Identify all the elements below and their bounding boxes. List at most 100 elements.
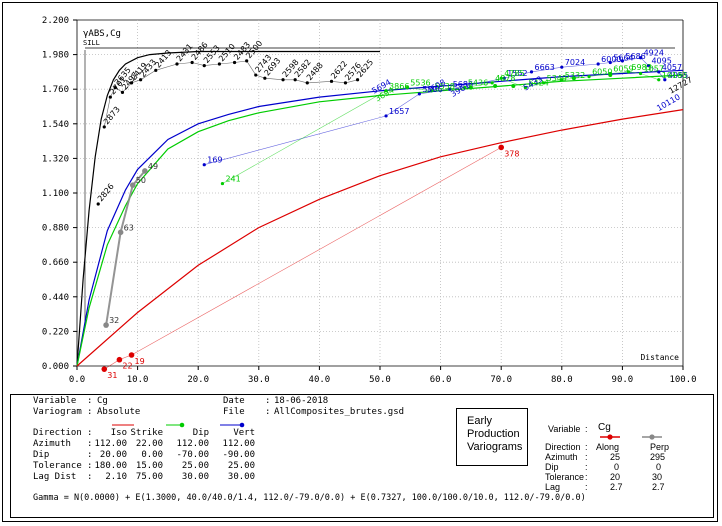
experimental-point (190, 60, 194, 65)
legend-cell: Along (596, 442, 620, 452)
experimental-point (103, 322, 109, 328)
experimental-point (587, 75, 591, 79)
title-line: Production (467, 428, 520, 440)
experimental-line (105, 170, 146, 326)
point-label: 4095 (651, 57, 671, 66)
legend-cell: 0 (614, 462, 620, 472)
experimental-point (417, 92, 421, 96)
cell: 75.00 (135, 472, 163, 482)
file-sep: : (265, 407, 271, 417)
experimental-point (102, 125, 106, 129)
experimental-point (571, 76, 576, 81)
along-marker (607, 434, 613, 440)
point-label: 31 (107, 371, 117, 380)
y-tick-label: 1.540 (42, 120, 69, 130)
experimental-point (101, 366, 108, 372)
gamma-formula: Gamma = N(0.0000) + E(1.3000, 40.0/40.0/… (33, 493, 586, 503)
experimental-point (463, 86, 467, 90)
cell: 112.00 (176, 439, 209, 449)
point-label: 10103 (662, 71, 687, 80)
x-tick-label: 90.0 (612, 375, 634, 385)
x-tick-label: 20.0 (187, 375, 209, 385)
point-label: 6000 (601, 55, 621, 64)
experimental-point (245, 59, 249, 63)
row-label: Tolerance (33, 461, 82, 471)
point-label: 32 (109, 316, 119, 325)
row-label: Lag Dist (33, 472, 77, 482)
experimental-point (498, 144, 505, 151)
cell: -90.00 (222, 450, 255, 460)
legend-variable-value: Cg (598, 422, 611, 433)
experimental-point (511, 84, 516, 89)
experimental-point (468, 85, 473, 90)
y-tick-label: 0.000 (42, 362, 69, 372)
experimental-point (293, 78, 297, 82)
experimental-point (232, 60, 237, 65)
experimental-point (646, 64, 651, 68)
point-label: 4878 (495, 74, 515, 83)
point-label: 5332 (565, 71, 585, 80)
cell: 25.00 (227, 461, 255, 471)
x-tick-label: 80.0 (551, 375, 573, 385)
experimental-point (217, 62, 222, 66)
experimental-point (529, 70, 534, 74)
y-tick-label: 1.980 (42, 51, 69, 61)
experimental-point (116, 356, 123, 363)
file-value: AllComposites_brutes.gsd (274, 407, 405, 417)
point-label: 4055 (668, 71, 688, 80)
point-label: 5686 (625, 52, 645, 61)
experimental-point (626, 70, 631, 74)
cell: 30.00 (181, 472, 209, 482)
x-tick-label: 50.0 (369, 375, 391, 385)
x-tick-label: 60.0 (430, 375, 452, 385)
x-tick-label: 100.0 (669, 375, 696, 385)
date-sep: : (265, 396, 271, 406)
experimental-point (638, 71, 643, 76)
experimental-point (154, 68, 158, 72)
variable-sep: : (87, 396, 93, 406)
cell: 180.00 (94, 461, 127, 471)
x-tick-label: 10.0 (127, 375, 149, 385)
experimental-point (596, 62, 600, 66)
legend-row-label: Lag (545, 482, 561, 492)
experimental-point (120, 90, 125, 94)
point-label: 4057 (662, 63, 682, 72)
point-label: 5436 (468, 79, 488, 88)
variogram-sep: : (87, 407, 93, 417)
variable-label: Variable (33, 396, 77, 406)
experimental-point (608, 73, 613, 78)
point-label: 241 (225, 175, 240, 184)
point-label: 1552 (507, 69, 527, 78)
legend-cell: 25 (610, 452, 621, 462)
cell: 22.00 (135, 439, 163, 449)
date-label: Date (223, 396, 245, 406)
info-panel: Variable : Cg Variogram : Absolute Date … (10, 394, 714, 518)
variable-value: Cg (97, 396, 108, 406)
experimental-point (343, 81, 348, 85)
point-label: 49 (148, 162, 158, 171)
y-axis-label: γABS,Cg (83, 29, 121, 39)
experimental-point (142, 168, 148, 174)
point-label: 5983 (631, 63, 651, 72)
cell: 20.00 (99, 450, 127, 460)
experimental-point (129, 182, 136, 188)
experimental-point (608, 60, 612, 65)
point-label: 5306 (422, 85, 442, 94)
legend-cell: Perp (650, 442, 670, 452)
y-tick-label: 0.440 (42, 293, 69, 303)
experimental-point (493, 84, 498, 89)
point-label: 1057 (644, 64, 664, 73)
point-label: 50 (136, 176, 146, 185)
legend-row-label: Azimuth (545, 452, 578, 462)
experimental-point (542, 81, 546, 85)
experimental-point (560, 78, 564, 82)
sill-label: SILL (83, 39, 100, 47)
point-label: 4785 (504, 69, 524, 78)
legend-cell: 20 (610, 472, 621, 482)
point-label: 5686 (453, 80, 473, 89)
cell: -70.00 (176, 450, 209, 460)
legend-row-label: Direction (545, 442, 581, 452)
x-axis-label: Distance (640, 353, 679, 362)
point-label: 5536 (410, 79, 430, 88)
experimental-point (638, 56, 643, 60)
